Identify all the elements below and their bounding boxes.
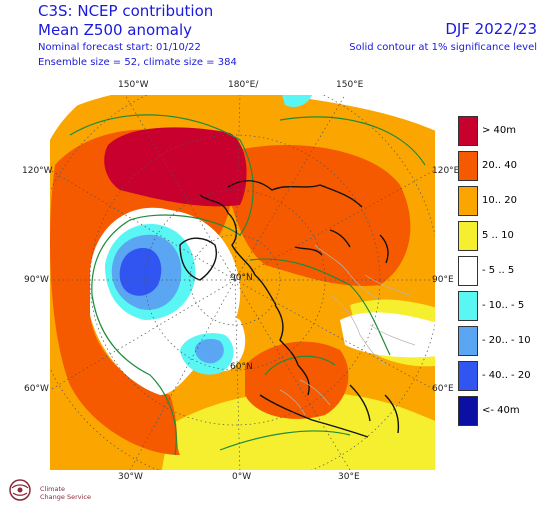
legend-swatch [458, 291, 478, 321]
coastlines [179, 180, 400, 438]
anomaly-region-minus-20-40 [119, 247, 162, 296]
legend-label: 10.. 20 [482, 195, 517, 206]
chart-subtitle: Mean Z500 anomaly [38, 21, 193, 39]
lat-label-60n: 60°N [230, 362, 253, 372]
border-asia [364, 274, 416, 346]
logo-text-line2: Change Service [40, 493, 91, 501]
coastline-africa [349, 384, 400, 434]
c3s-logo: Climate Change Service [6, 474, 116, 514]
legend-swatch [458, 221, 478, 251]
legend-label: - 40.. - 20 [482, 370, 531, 381]
anomaly-field [50, 95, 435, 470]
lon-label-90w: 90°W [24, 275, 49, 285]
legend-swatch [458, 326, 478, 356]
graticule-meridian-180 [234, 95, 241, 281]
border-europe-2 [329, 294, 386, 366]
legend-swatch [458, 151, 478, 181]
legend-swatch [458, 361, 478, 391]
significance-contour-south [219, 430, 351, 451]
coastline-siberia [227, 180, 363, 208]
forecast-start: Nominal forecast start: 01/10/22 [38, 42, 201, 53]
lon-label-150w: 150°W [118, 80, 149, 90]
lon-label-0: 0°W [232, 472, 252, 482]
lon-label-30w: 30°W [118, 472, 143, 482]
ensemble-size: Ensemble size = 52, climate size = 384 [38, 57, 237, 68]
anomaly-region-minus-10-20-central [194, 339, 224, 364]
anomaly-region-neutral-northwest [50, 95, 90, 140]
lon-label-90e: 90°E [432, 275, 454, 285]
legend-label: <- 40m [482, 405, 520, 416]
legend-swatch [458, 186, 478, 216]
significance-contour-west [69, 114, 254, 456]
lat-label-90n: 90°N [230, 273, 253, 283]
anomaly-region-neutral-northeast [325, 95, 435, 125]
legend-label: - 10.. - 5 [482, 300, 525, 311]
anomaly-map [50, 95, 435, 470]
legend-label: 20.. 40 [482, 160, 517, 171]
graticule-meridian-60e [234, 279, 435, 391]
significance-contour-northeast [279, 116, 426, 166]
lon-label-30e: 30°E [338, 472, 360, 482]
lon-label-60w: 60°W [24, 384, 49, 394]
lon-label-60e: 60°E [432, 384, 454, 394]
lon-label-150e: 150°E [336, 80, 364, 90]
coastline-islands [294, 229, 389, 264]
chart-title: C3S: NCEP contribution [38, 2, 214, 20]
coastline-scandinavia [274, 304, 310, 396]
legend-label: - 20.. - 10 [482, 335, 531, 346]
anomaly-region-20-40-northeast [220, 145, 411, 286]
anomaly-region-neutral-north [282, 95, 312, 107]
anomaly-region-20-40-west [50, 129, 233, 456]
lon-label-180: 180°E/ [228, 80, 259, 90]
country-borders [279, 244, 416, 416]
coastline-north-america [199, 194, 277, 306]
logo-emblem-icon [9, 479, 31, 501]
coastline-mediterranean [259, 394, 369, 438]
significance-note: Solid contour at 1% significance level [349, 42, 537, 53]
anomaly-region-5-10-south [161, 391, 435, 470]
legend-label: 5 .. 10 [482, 230, 514, 241]
graticule-meridian-30w [129, 279, 236, 470]
graticule-parallel-75n [189, 234, 281, 326]
significance-contour-europe [264, 355, 336, 376]
significance-contours [69, 114, 426, 456]
coastline-greenland [179, 237, 217, 281]
anomaly-region-above-40 [104, 127, 247, 207]
legend-swatch [458, 256, 478, 286]
graticule-parallel-45n [89, 134, 381, 426]
graticule-parallel-60n [144, 189, 326, 371]
graticule-meridian-30e [234, 279, 351, 470]
map-panel [50, 95, 435, 470]
legend-label: - 5 .. 5 [482, 265, 515, 276]
lon-label-120w: 120°W [22, 166, 53, 176]
border-europe-3 [279, 379, 331, 416]
season-label: DJF 2022/23 [445, 20, 537, 38]
border-europe-1 [314, 244, 381, 301]
logo-text-line1: Climate [40, 485, 66, 493]
anomaly-region-20-40-europe [245, 341, 349, 419]
graticule [50, 95, 435, 470]
legend-swatch [458, 396, 478, 426]
graticule-meridian-0 [234, 279, 241, 470]
legend-swatch [458, 116, 478, 146]
lon-label-120e: 120°E [432, 166, 460, 176]
graticule-meridian-120e [234, 169, 435, 281]
legend-label: > 40m [482, 125, 517, 136]
significance-contour-east [249, 258, 391, 356]
